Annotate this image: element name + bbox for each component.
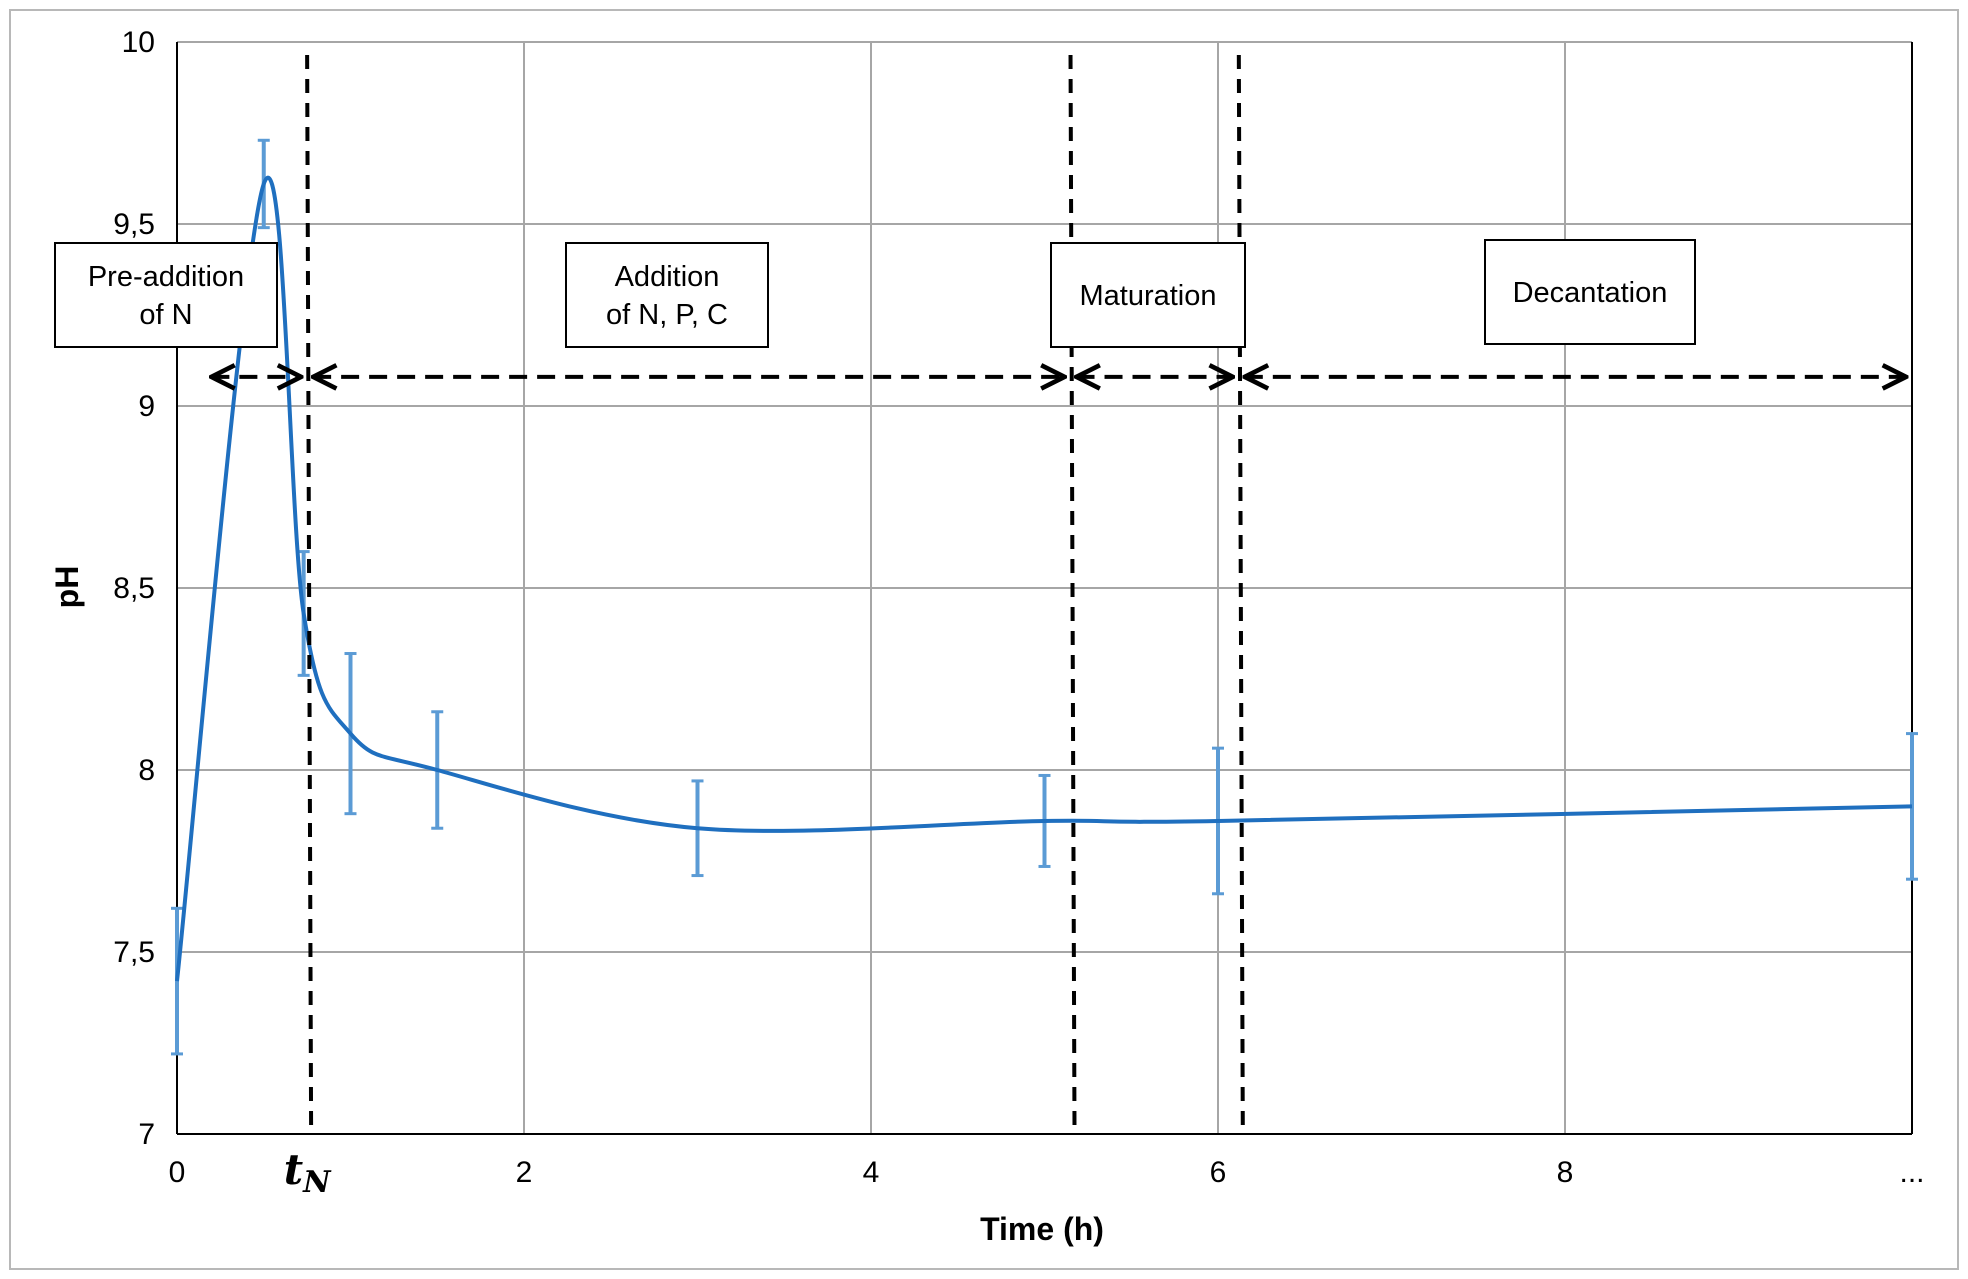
phase-box-frame xyxy=(1050,242,1246,348)
y-tick-label: 7,5 xyxy=(113,936,155,969)
phase-label-box: Decantation xyxy=(1484,239,1696,345)
phase-boundary-line xyxy=(1236,54,1245,1135)
phase-label-text: Pre-addition xyxy=(88,261,244,293)
y-tick-label: 8,5 xyxy=(113,572,155,605)
phase-label-text: Maturation xyxy=(1079,280,1216,312)
x-tick-label: 4 xyxy=(863,1156,880,1189)
phase-annotations: Pre-addition of N Addition of N, P, C Matura… xyxy=(54,54,1906,1135)
phase-box-frame xyxy=(54,242,278,348)
tN-label: tN xyxy=(284,1145,332,1200)
y-axis-title: pH xyxy=(49,566,85,609)
tN-subscript: N xyxy=(302,1165,332,1200)
phase-label-text: of N, P, C xyxy=(606,299,728,331)
phase-label-box: Addition of N, P, C xyxy=(565,242,769,348)
x-axis-title: Time (h) xyxy=(980,1211,1104,1247)
y-tick-label: 7 xyxy=(138,1118,155,1151)
chart-border xyxy=(9,9,1959,1270)
phase-label-text: Addition xyxy=(615,261,720,293)
ph-series-line xyxy=(175,175,1913,982)
data-series xyxy=(171,138,1918,1056)
phase-label-box: Maturation xyxy=(1050,242,1246,348)
y-tick-label: 9,5 xyxy=(113,208,155,241)
x-tick-label: 8 xyxy=(1557,1156,1574,1189)
x-tick-label: 2 xyxy=(516,1156,533,1189)
tN-base: t xyxy=(284,1145,303,1194)
x-tick-label: ... xyxy=(1899,1156,1924,1189)
phase-label-text: of N xyxy=(139,299,192,331)
x-tick-label: 0 xyxy=(169,1156,186,1189)
phase-boundary-line xyxy=(1068,54,1077,1135)
y-tick-label: 10 xyxy=(122,26,155,59)
y-tick-label: 9 xyxy=(138,390,155,423)
phase-box-frame xyxy=(1484,239,1696,345)
phase-label-text: Decantation xyxy=(1513,277,1668,309)
phase-boundary-line xyxy=(305,54,314,1135)
x-tick-label: 6 xyxy=(1210,1156,1227,1189)
phase-box-frame xyxy=(565,242,769,348)
phase-label-box: Pre-addition of N xyxy=(54,242,278,348)
y-tick-label: 8 xyxy=(138,754,155,787)
